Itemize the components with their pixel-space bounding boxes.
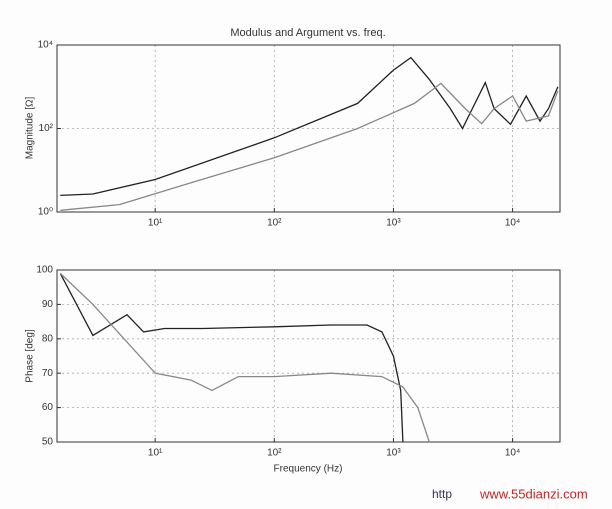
y-axis-label: Phase [deg]: [25, 329, 36, 383]
x-tick-label: 10¹: [148, 218, 163, 229]
x-tick-label: 10³: [386, 218, 401, 229]
x-tick-label: 10³: [386, 448, 401, 459]
watermark: www.55dianzi.com: [479, 486, 588, 501]
x-tick-label: 10²: [267, 448, 282, 459]
x-axis-label: Frequency (Hz): [274, 464, 343, 475]
y-tick-label: 10⁴: [38, 40, 53, 51]
y-tick-label: 90: [42, 299, 54, 310]
y-tick-label: 50: [42, 437, 54, 448]
y-tick-label: 60: [42, 402, 54, 413]
data-line: [59, 272, 430, 443]
x-tick-label: 10²: [267, 218, 282, 229]
x-tick-label: 10⁴: [505, 218, 520, 229]
x-tick-label: 10¹: [148, 448, 163, 459]
y-tick-label: 70: [42, 368, 54, 379]
x-tick-label: 10⁴: [505, 448, 520, 459]
y-tick-label: 80: [42, 333, 54, 344]
y-tick-label: 10⁰: [38, 207, 53, 218]
chart-title: Modulus and Argument vs. freq.: [230, 27, 385, 39]
watermark: http: [432, 487, 452, 501]
plot-frame: [56, 269, 561, 443]
y-tick-label: 10²: [39, 123, 54, 134]
y-tick-label: 100: [36, 265, 53, 276]
plot-frame: [56, 44, 561, 213]
data-line: [60, 56, 559, 197]
data-line: [59, 273, 404, 443]
data-line: [60, 82, 559, 211]
y-axis-label: Magnitude [Ω]: [25, 97, 36, 160]
